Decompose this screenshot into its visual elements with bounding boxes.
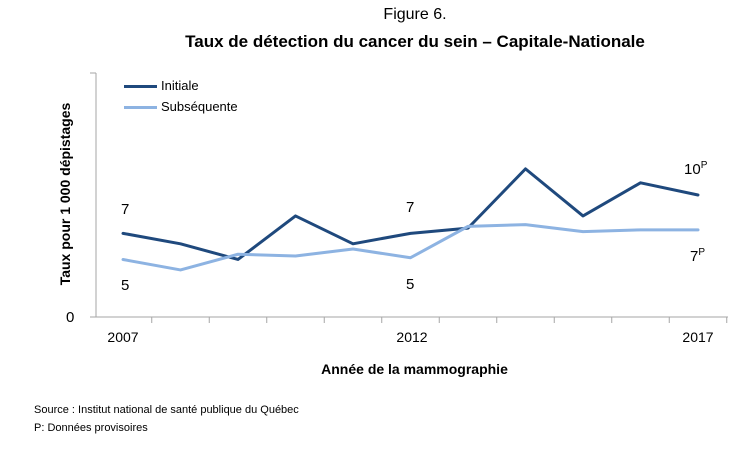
legend-label-initiale: Initiale [161,78,199,93]
y-tick-label-0: 0 [66,309,75,326]
x-tick-label-2017: 2017 [682,329,714,345]
provisional-note: P: Données provisoires [34,422,148,434]
legend-label-subsequente: Subséquente [161,99,238,114]
x-tick-label-2012: 2012 [396,329,428,345]
figure-label: Figure 6. [383,6,447,23]
series-line-initiale [121,167,700,261]
data-label-initiale-2017: 10P [684,160,708,178]
x-axis-label: Année de la mammographie [321,361,508,377]
legend-swatch-initiale [124,85,157,88]
chart-title: Taux de détection du cancer du sein – Ca… [185,32,645,51]
x-tick-label-2007: 2007 [107,329,139,345]
data-label-initiale-2012: 7 [406,199,415,216]
y-axis-label: Taux pour 1 000 dépistages [57,102,73,286]
data-label-subsequente-2012: 5 [406,276,415,293]
series-line-subsequente [121,223,700,272]
data-label-initiale-2007: 7 [121,201,130,218]
source-note: Source : Institut national de santé publ… [34,404,299,416]
legend-swatch-subsequente [124,106,157,109]
data-label-subsequente-2007: 5 [121,277,130,294]
data-label-subsequente-2017: 7P [690,247,706,265]
